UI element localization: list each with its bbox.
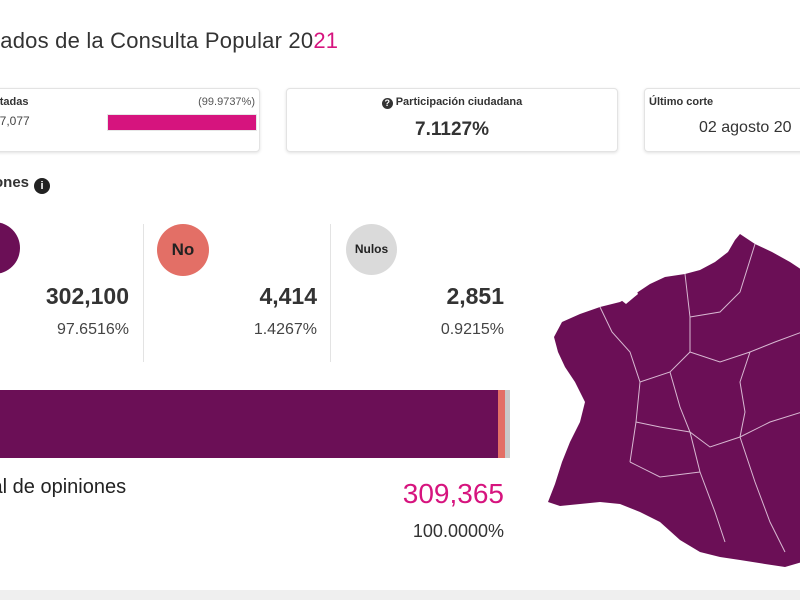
- corte-card: Último corte 02 agosto 20: [644, 88, 800, 152]
- corte-value: 02 agosto 20: [699, 119, 792, 136]
- option-nulos-percent: 0.9215%: [440, 321, 504, 338]
- option-no-count: 4,414: [259, 283, 317, 309]
- map-state-shape[interactable]: [548, 234, 800, 567]
- option-si-count: 302,100: [45, 283, 129, 309]
- page-title-accent: 21: [313, 28, 339, 53]
- actas-label: utadas: [0, 96, 29, 108]
- opiniones-stacked-bar: [0, 390, 510, 458]
- footer-divider: [0, 590, 800, 600]
- map-border: [669, 371, 800, 448]
- map-border: [689, 431, 726, 543]
- option-no-badge: No: [157, 224, 209, 276]
- total-label: tal de opiniones: [0, 476, 127, 498]
- option-si-badge: í: [0, 222, 20, 274]
- column-divider: [330, 224, 331, 362]
- actas-card: utadas 57,077 (99.9737%): [0, 88, 260, 152]
- option-no-percent: 1.4267%: [253, 321, 317, 338]
- participacion-label: Participación ciudadana: [395, 96, 523, 108]
- participacion-card: ? Participación ciudadana 7.1127%: [286, 88, 618, 152]
- actas-value: 57,077: [0, 114, 30, 128]
- column-divider: [143, 224, 144, 362]
- actas-progress-fill: [108, 115, 256, 130]
- map-border: [689, 243, 756, 318]
- stacked-segment-nulos: [505, 390, 510, 458]
- participacion-label-row: ? Participación ciudadana: [287, 96, 617, 109]
- map-notch: [616, 280, 638, 304]
- total-percent: 100.0000%: [412, 521, 504, 541]
- page-title-main: tados de la Consulta Popular 20: [0, 28, 314, 53]
- stacked-segment-si: [0, 390, 498, 458]
- stacked-segment-no: [497, 390, 506, 458]
- total-value: 309,365: [402, 478, 504, 509]
- corte-label: Último corte: [649, 96, 714, 108]
- region-map[interactable]: [540, 222, 800, 572]
- actas-progress-bar: [107, 114, 257, 131]
- opiniones-heading-label: ones: [0, 174, 30, 191]
- map-border: [599, 306, 641, 463]
- opiniones-heading: onesi: [0, 174, 51, 194]
- info-circle-icon[interactable]: i: [34, 178, 51, 194]
- map-border: [635, 421, 691, 433]
- option-nulos-count: 2,851: [446, 283, 504, 309]
- participacion-value: 7.1127%: [415, 119, 489, 140]
- option-si-percent: 97.6516%: [56, 321, 129, 338]
- question-circle-icon[interactable]: ?: [381, 98, 393, 109]
- option-nulos-badge: Nulos: [346, 224, 397, 275]
- map-border: [739, 436, 786, 553]
- map-border: [739, 351, 751, 438]
- map-border: [629, 461, 701, 478]
- map-region-borders: [599, 243, 800, 553]
- actas-percent: (99.9737%): [198, 96, 255, 108]
- page-title: tados de la Consulta Popular 2021: [0, 28, 338, 54]
